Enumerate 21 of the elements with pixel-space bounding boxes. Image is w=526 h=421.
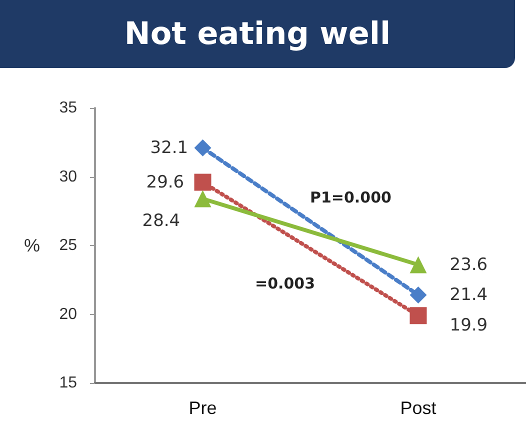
point: [410, 307, 427, 324]
x-tick-label: Pre: [188, 398, 217, 418]
chart-title: Not eating well: [0, 0, 515, 68]
annotation: P1=0.000: [310, 188, 392, 206]
point: [194, 174, 212, 191]
data-label: 19.9: [450, 316, 488, 336]
point: [410, 286, 427, 304]
y-tick-label: 30: [59, 168, 78, 186]
point: [194, 139, 212, 156]
annotation: =0.003: [255, 274, 316, 292]
y-tick-label: 20: [59, 306, 78, 323]
y-tick-label: 25: [59, 237, 78, 254]
data-label: 32.1: [150, 138, 188, 158]
data-label: 28.4: [142, 210, 180, 231]
y-tick-label: 35: [59, 100, 78, 116]
y-axis-title: %: [24, 236, 40, 256]
data-label: 21.4: [450, 285, 488, 305]
data-label: 29.6: [146, 172, 184, 192]
x-tick-label: Post: [400, 398, 436, 418]
y-tick-label: 15: [59, 374, 78, 392]
data-label: 23.6: [450, 254, 488, 275]
